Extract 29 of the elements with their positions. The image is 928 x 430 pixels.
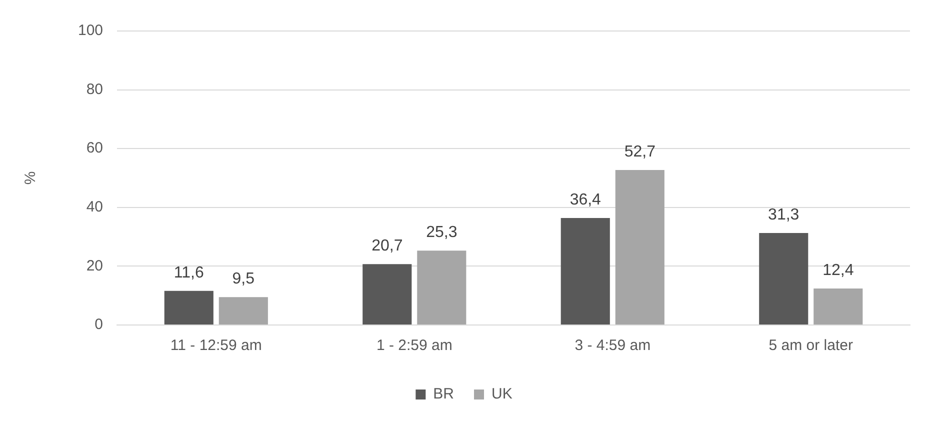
x-tick-label: 3 - 4:59 am (574, 337, 651, 354)
y-tick-label: 100 (78, 22, 104, 40)
data-label: 36,4 (570, 191, 602, 208)
data-label: 11,6 (174, 264, 204, 282)
bar (164, 290, 214, 324)
y-tick-label: 60 (86, 140, 104, 157)
data-label: 12,4 (822, 262, 854, 279)
data-label: 52,7 (624, 143, 656, 160)
legend-label: BR (433, 386, 454, 403)
bar (560, 218, 610, 324)
data-label: 31,3 (768, 206, 800, 224)
data-label: 9,5 (232, 270, 255, 288)
bar (759, 232, 808, 324)
x-tick-label: 5 am or later (768, 337, 853, 354)
bar (362, 264, 412, 324)
bar (814, 288, 863, 324)
x-tick-label: 11 - 12:59 am (170, 337, 262, 354)
data-label: 25,3 (426, 224, 458, 242)
data-label: 20,7 (372, 238, 403, 255)
y-tick-label: 40 (86, 198, 104, 216)
y-tick-label: 0 (94, 316, 104, 334)
bar (417, 250, 466, 324)
y-axis-title: % (22, 171, 40, 185)
bar (615, 170, 664, 324)
y-tick-label: 80 (86, 80, 104, 98)
legend-label: UK (492, 386, 512, 403)
bar (218, 297, 268, 324)
y-tick-label: 20 (86, 257, 104, 274)
x-tick-label: 1 - 2:59 am (376, 337, 452, 354)
